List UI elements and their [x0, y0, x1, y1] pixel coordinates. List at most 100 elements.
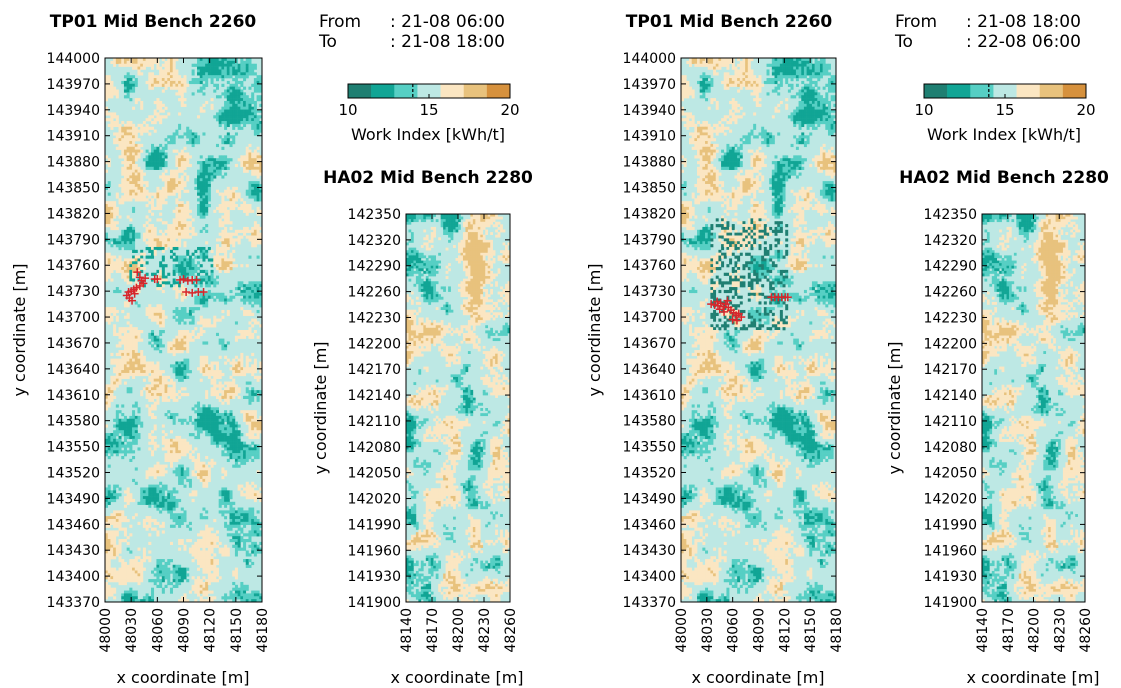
- heatmap-cell: [167, 561, 171, 566]
- heatmap-cell: [221, 433, 225, 437]
- heatmap-cell: [175, 155, 179, 159]
- heatmap-cell: [178, 467, 182, 471]
- heatmap-cell: [224, 267, 228, 271]
- heatmap-cell: [226, 269, 230, 274]
- heatmap-cell: [234, 570, 238, 574]
- heatmap-cell: [256, 447, 260, 451]
- heatmap-cell: [126, 60, 130, 65]
- heatmap-cell: [140, 175, 144, 179]
- heatmap-cell: [256, 175, 260, 179]
- heatmap-cell: [105, 98, 109, 102]
- heatmap-cell: [251, 367, 255, 371]
- heatmap-cell: [245, 289, 249, 294]
- heatmap-cell: [218, 433, 222, 437]
- heatmap-cell: [118, 487, 122, 491]
- heatmap-cell: [140, 60, 144, 65]
- heatmap-cell: [161, 275, 165, 279]
- heatmap-cell: [183, 275, 187, 279]
- heatmap-cell: [183, 146, 187, 150]
- heatmap-cell: [234, 66, 238, 70]
- heatmap-cell: [118, 559, 122, 563]
- heatmap-cell: [140, 564, 144, 568]
- heatmap-cell: [237, 455, 241, 460]
- heatmap-cell: [213, 433, 217, 437]
- heatmap-cell: [243, 209, 247, 213]
- heatmap-cell: [237, 596, 241, 600]
- heatmap-cell: [205, 424, 209, 428]
- heatmap-cell: [175, 398, 179, 402]
- heatmap-cell: [237, 72, 241, 76]
- heatmap-cell: [175, 455, 179, 460]
- heatmap-cell: [188, 215, 192, 219]
- heatmap-cell: [202, 212, 206, 216]
- heatmap-cell: [121, 330, 125, 334]
- heatmap-cell: [232, 570, 236, 574]
- heatmap-cell: [167, 504, 171, 508]
- heatmap-cell: [207, 564, 211, 568]
- heatmap-cell: [226, 80, 230, 85]
- heatmap-cell: [237, 281, 241, 285]
- heatmap-cell: [213, 418, 217, 422]
- heatmap-cell: [129, 324, 133, 328]
- heatmap-cell: [110, 215, 114, 219]
- heatmap-cell: [221, 146, 225, 150]
- heatmap-cell: [126, 198, 130, 202]
- heatmap-cell: [161, 198, 165, 202]
- heatmap-cell: [107, 573, 111, 577]
- heatmap-cell: [194, 418, 198, 422]
- heatmap-cell: [156, 198, 160, 202]
- heatmap-cell: [159, 69, 163, 73]
- heatmap-cell: [156, 444, 160, 448]
- heatmap-cell: [129, 332, 133, 337]
- heatmap-cell: [253, 453, 257, 457]
- heatmap-cell: [199, 161, 203, 165]
- heatmap-cell: [178, 178, 182, 182]
- heatmap-cell: [221, 204, 225, 208]
- heatmap-cell: [110, 92, 114, 96]
- heatmap-cell: [178, 284, 182, 288]
- heatmap-cell: [156, 576, 160, 580]
- heatmap-cell: [123, 347, 127, 351]
- heatmap-cell: [251, 493, 255, 497]
- heatmap-cell: [199, 275, 203, 279]
- heatmap-cell: [110, 490, 114, 494]
- heatmap-cell: [123, 539, 127, 543]
- heatmap-cell: [132, 235, 136, 239]
- heatmap-cell: [126, 267, 130, 271]
- heatmap-cell: [126, 152, 130, 156]
- heatmap-cell: [232, 372, 236, 377]
- heatmap-cell: [205, 579, 209, 583]
- heatmap-cell: [126, 364, 130, 368]
- heatmap-cell: [256, 450, 260, 454]
- heatmap-cell: [194, 590, 198, 594]
- heatmap-cell: [134, 152, 138, 156]
- heatmap-cell: [259, 424, 262, 428]
- heatmap-cell: [121, 195, 125, 199]
- heatmap-cell: [207, 186, 211, 190]
- heatmap-cell: [194, 284, 198, 288]
- heatmap-cell: [243, 312, 247, 316]
- heatmap-cell: [240, 60, 244, 65]
- heatmap-cell: [245, 98, 249, 102]
- heatmap-cell: [151, 315, 155, 319]
- heatmap-cell: [105, 169, 109, 173]
- heatmap-cell: [210, 324, 214, 328]
- heatmap-cell: [107, 163, 111, 168]
- heatmap-cell: [232, 92, 236, 96]
- heatmap-cell: [148, 596, 152, 600]
- heatmap-cell: [132, 372, 136, 377]
- heatmap-cell: [134, 370, 138, 374]
- heatmap-cell: [164, 278, 168, 282]
- heatmap-cell: [132, 238, 136, 242]
- heatmap-cell: [251, 238, 255, 242]
- heatmap-cell: [224, 63, 228, 67]
- heatmap-cell: [256, 123, 260, 128]
- heatmap-cell: [172, 232, 176, 236]
- heatmap-cell: [140, 559, 144, 563]
- heatmap-cell: [256, 375, 260, 379]
- heatmap-cell: [153, 378, 157, 382]
- heatmap-cell: [151, 238, 155, 242]
- heatmap-cell: [180, 335, 184, 339]
- heatmap-cell: [234, 338, 238, 342]
- heatmap-cell: [237, 126, 241, 130]
